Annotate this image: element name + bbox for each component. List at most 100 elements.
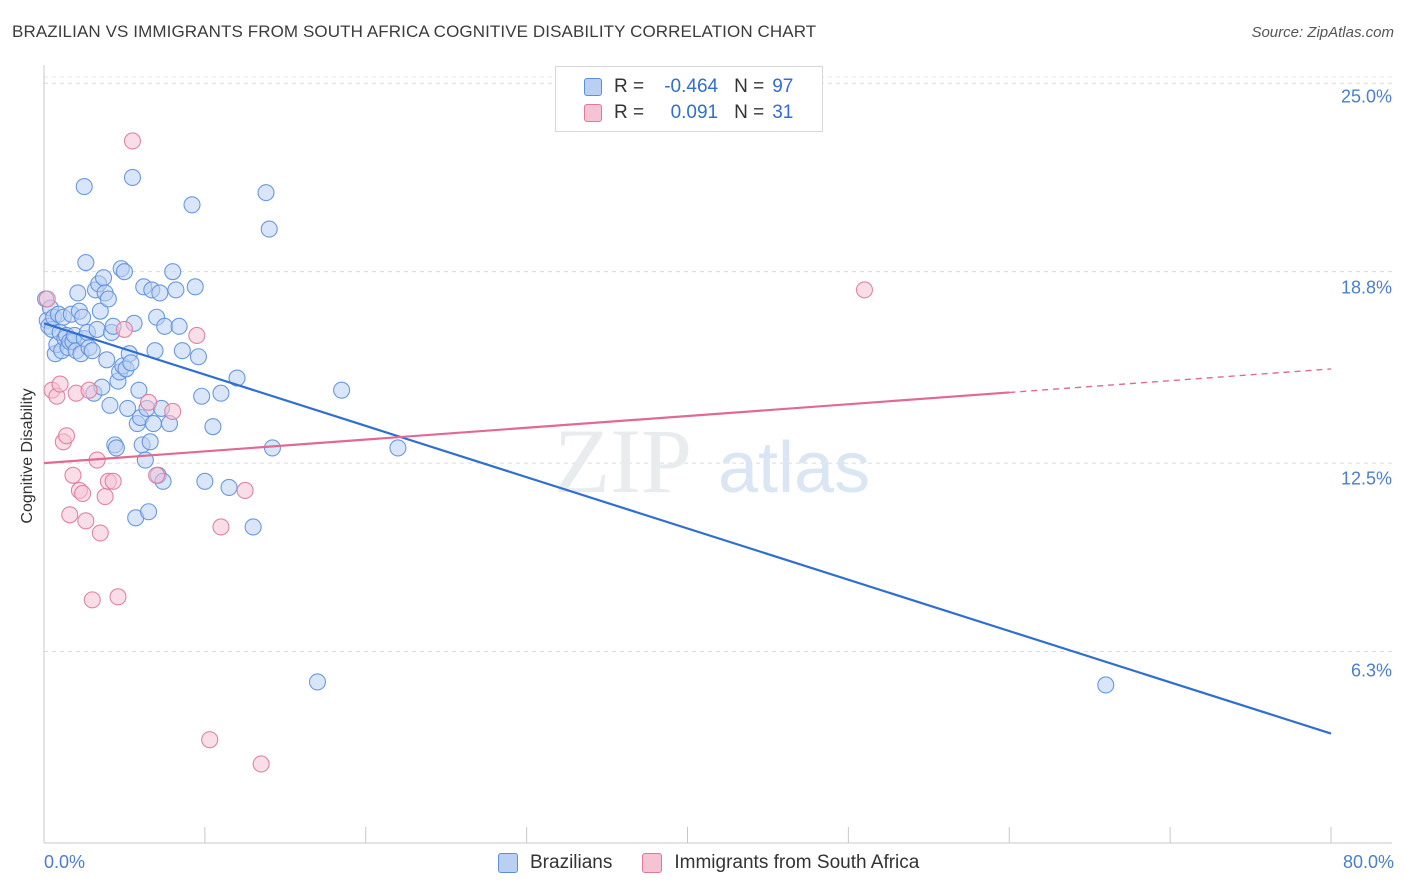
trend-lines xyxy=(43,322,1332,735)
brazilian-point xyxy=(1097,676,1115,694)
brazilian-point xyxy=(257,184,275,202)
brazilian-point xyxy=(196,472,214,490)
south-africa-point xyxy=(57,427,76,445)
brazilians-trend-line xyxy=(43,322,1332,735)
south-africa-point xyxy=(201,731,219,749)
legend-swatch-south-africa xyxy=(584,104,602,122)
brazilian-point xyxy=(122,354,140,372)
x-tick-label: 0.0% xyxy=(44,852,86,872)
south-africa-point xyxy=(104,472,122,490)
south-africa-point xyxy=(38,290,56,308)
brazilian-point xyxy=(123,168,142,186)
legend-swatch-brazilians xyxy=(584,78,602,96)
watermark-atlas: atlas xyxy=(718,428,870,508)
legend-n-value: 31 xyxy=(772,102,794,123)
brazilian-point xyxy=(69,284,87,302)
south-africa-point xyxy=(148,466,166,484)
south-africa-point xyxy=(83,591,101,609)
south-africa-point xyxy=(123,132,142,150)
south-africa-trend-line xyxy=(43,391,1010,465)
brazilian-point xyxy=(333,381,351,399)
south-africa-point xyxy=(212,518,230,536)
legend-n-label: N = xyxy=(734,76,765,97)
brazilian-point xyxy=(204,418,222,436)
brazilian-point xyxy=(193,387,211,405)
south-africa-point xyxy=(61,506,79,524)
brazilian-point xyxy=(101,396,119,414)
south-africa-point xyxy=(109,588,127,606)
brazilian-point xyxy=(144,415,162,433)
brazilian-point xyxy=(173,342,191,360)
y-tick-label: 18.8% xyxy=(1340,277,1392,298)
y-tick-label: 6.3% xyxy=(1350,660,1392,681)
south-africa-point xyxy=(164,402,182,421)
correlation-legend: R = -0.464 N = 97 R = 0.091 N = 31 xyxy=(555,66,823,132)
legend-item-brazilians[interactable]: Brazilians xyxy=(498,852,612,874)
brazilian-point xyxy=(151,284,169,302)
south-africa-trend-line-extension xyxy=(1009,368,1332,394)
legend-row-brazilians: R = -0.464 N = 97 xyxy=(584,75,793,99)
brazilian-point xyxy=(98,351,116,369)
series-legend: Brazilians Immigrants from South Africa xyxy=(498,852,949,874)
legend-n-label: N = xyxy=(734,102,765,123)
brazilian-point xyxy=(141,433,159,451)
brazilian-point xyxy=(107,439,125,457)
brazilian-point xyxy=(263,439,281,457)
south-africa-point xyxy=(855,281,874,299)
brazilian-point xyxy=(244,518,262,536)
y-tick-label: 25.0% xyxy=(1340,86,1392,107)
brazilian-point xyxy=(186,278,204,296)
brazilian-point xyxy=(99,290,117,308)
legend-r-label: R = xyxy=(614,102,645,123)
brazilian-point xyxy=(212,384,230,402)
brazilian-point xyxy=(183,196,201,214)
legend-swatch-south-africa xyxy=(642,853,663,873)
south-africa-point xyxy=(96,487,114,506)
data-points xyxy=(37,132,1115,773)
brazilian-point xyxy=(389,439,407,457)
gridlines xyxy=(44,76,1392,653)
brazilian-point xyxy=(189,348,207,366)
chart-title: BRAZILIAN VS IMMIGRANTS FROM SOUTH AFRIC… xyxy=(12,22,817,41)
brazilian-point xyxy=(83,342,101,360)
legend-r-value: 0.091 xyxy=(670,102,719,123)
brazilian-point xyxy=(170,317,188,335)
legend-row-south-africa: R = 0.091 N = 31 xyxy=(584,101,793,125)
brazilian-point xyxy=(75,178,93,196)
watermark-zip: ZIP xyxy=(554,410,692,512)
legend-swatch-brazilians xyxy=(498,853,518,873)
brazilian-point xyxy=(115,263,133,281)
south-africa-point xyxy=(74,484,92,503)
south-africa-point xyxy=(140,393,158,411)
legend-label-brazilians: Brazilians xyxy=(530,852,613,873)
legend-r-label: R = xyxy=(614,76,645,97)
south-africa-point xyxy=(77,512,95,530)
south-africa-point xyxy=(51,375,69,393)
brazilian-point xyxy=(228,369,246,387)
brazilian-point xyxy=(77,253,95,272)
brazilian-point xyxy=(94,269,113,287)
south-africa-point xyxy=(252,755,270,773)
x-tick-label: 80.0% xyxy=(1342,852,1394,872)
legend-r-value: -0.464 xyxy=(664,76,719,97)
brazilian-point xyxy=(88,320,106,338)
south-africa-point xyxy=(91,524,109,542)
source-label: Source: ZipAtlas.com xyxy=(1251,24,1394,41)
legend-item-south-africa[interactable]: Immigrants from South Africa xyxy=(642,852,919,874)
south-africa-point xyxy=(80,381,98,399)
brazilian-point xyxy=(260,220,278,238)
y-tick-label: 12.5% xyxy=(1340,468,1392,489)
brazilian-point xyxy=(119,399,137,417)
brazilian-point xyxy=(74,308,92,326)
south-africa-point xyxy=(64,466,82,484)
brazilian-point xyxy=(130,381,148,399)
brazilian-point xyxy=(308,673,327,691)
axes xyxy=(43,65,1392,844)
brazilian-point xyxy=(140,503,158,521)
legend-n-value: 97 xyxy=(772,76,794,97)
legend-label-south-africa: Immigrants from South Africa xyxy=(674,852,920,873)
brazilian-point xyxy=(167,281,185,299)
brazilian-point xyxy=(164,263,182,281)
brazilian-point xyxy=(220,478,238,496)
